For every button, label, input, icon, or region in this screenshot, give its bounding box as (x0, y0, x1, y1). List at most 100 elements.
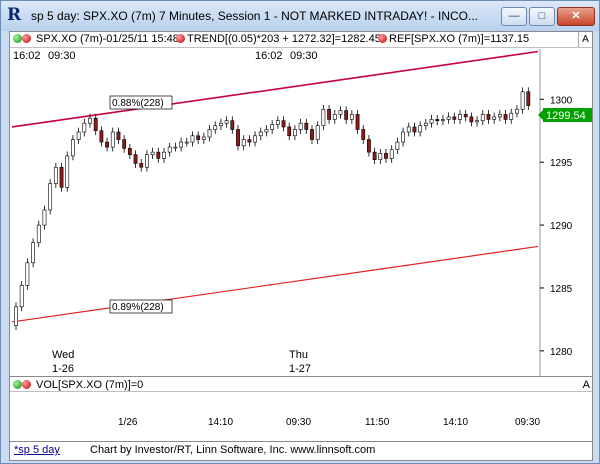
candle-body[interactable] (236, 129, 240, 147)
upper-trend-line[interactable] (11, 50, 539, 128)
candle-body[interactable] (65, 155, 70, 188)
candle-body[interactable] (497, 114, 502, 118)
candle-body[interactable] (526, 91, 531, 106)
candle-body[interactable] (458, 114, 462, 120)
candle-body[interactable] (213, 125, 218, 130)
candle-body[interactable] (361, 129, 366, 140)
title-bar[interactable]: R sp 5 day: SPX.XO (7m) 7 Minutes, Sessi… (1, 1, 599, 31)
candle-body[interactable] (190, 135, 195, 143)
candle-body[interactable] (406, 126, 411, 133)
candle-body[interactable] (42, 209, 47, 226)
candle-body[interactable] (219, 122, 223, 127)
candle-body[interactable] (82, 122, 87, 133)
candle-body[interactable] (156, 151, 161, 159)
candle-body[interactable] (241, 139, 246, 147)
candle-body[interactable] (31, 242, 35, 264)
candle-body[interactable] (395, 141, 400, 150)
trend-legend-label[interactable]: TREND[(0.05)*203 + 1272.32]=1282.45 (187, 33, 381, 45)
candle-body[interactable] (224, 120, 229, 124)
maximize-button[interactable]: □ (529, 7, 555, 26)
candle-body[interactable] (452, 116, 457, 120)
candle-body[interactable] (127, 148, 132, 155)
close-button[interactable]: ✕ (557, 7, 595, 26)
candle-body[interactable] (14, 306, 18, 326)
candle-body[interactable] (247, 139, 252, 143)
candle-body[interactable] (298, 122, 303, 130)
candle-body[interactable] (520, 91, 525, 110)
candle-body[interactable] (184, 141, 189, 144)
candle-body[interactable] (53, 166, 58, 184)
price-chart-svg[interactable]: 1280 1285 1290 1295 1300 0.88%(228) 0.89%(22… (10, 32, 592, 452)
chart-area[interactable]: SPX.XO (7m)-01/25/11 15:48 TREND[(0.05)*… (9, 31, 593, 453)
candle-body[interactable] (25, 262, 30, 286)
series-status-dots[interactable] (13, 32, 31, 47)
candle-body[interactable] (59, 166, 64, 188)
candle-body[interactable] (207, 129, 212, 138)
candle-body[interactable] (418, 125, 423, 133)
candle-body[interactable] (133, 154, 138, 164)
series-legend-label[interactable]: SPX.XO (7m)-01/25/11 15:48 (36, 33, 179, 45)
candle-body[interactable] (423, 122, 428, 127)
candle-body[interactable] (19, 285, 24, 308)
candle-body[interactable] (515, 109, 519, 114)
candle-body[interactable] (76, 131, 81, 140)
candle-body[interactable] (275, 120, 280, 125)
candle-body[interactable] (338, 110, 343, 115)
candle-body[interactable] (355, 114, 360, 130)
candle-body[interactable] (196, 135, 201, 140)
chart-tab[interactable]: *sp 5 day (14, 444, 60, 456)
candle-body[interactable] (293, 129, 297, 137)
candle-body[interactable] (173, 146, 178, 149)
candle-body[interactable] (230, 120, 235, 130)
candle-body[interactable] (321, 109, 326, 127)
candle-body[interactable] (492, 116, 497, 120)
candle-body[interactable] (503, 114, 508, 120)
candle-body[interactable] (486, 114, 491, 120)
candle-body[interactable] (36, 224, 41, 243)
candle-body[interactable] (162, 151, 166, 159)
lower-trend-line[interactable] (11, 245, 539, 323)
candle-body[interactable] (281, 120, 286, 128)
candle-body[interactable] (469, 116, 474, 123)
candle-body[interactable] (446, 116, 451, 120)
candle-body[interactable] (367, 139, 371, 153)
candle-body[interactable] (116, 131, 121, 140)
candle-body[interactable] (412, 126, 417, 133)
volume-legend-label[interactable]: VOL[SPX.XO (7m)]=0 (36, 379, 144, 391)
candle-body[interactable] (122, 139, 127, 149)
candle-body[interactable] (441, 119, 445, 121)
candle-body[interactable] (253, 135, 257, 143)
candle-body[interactable] (201, 136, 206, 140)
trend-dot-icon[interactable] (176, 32, 185, 47)
candle-body[interactable] (150, 151, 155, 155)
candle-body[interactable] (179, 141, 183, 148)
candle-body[interactable] (378, 153, 383, 160)
candle-body[interactable] (463, 114, 468, 118)
candle-body[interactable] (258, 131, 263, 137)
candle-body[interactable] (270, 124, 275, 130)
ref-legend-label[interactable]: REF[SPX.XO (7m)]=1137.15 (389, 33, 530, 45)
candle-body[interactable] (349, 114, 354, 120)
candle-body[interactable] (401, 131, 405, 143)
candle-body[interactable] (475, 120, 479, 123)
candle-body[interactable] (110, 131, 115, 148)
candle-body[interactable] (93, 117, 98, 132)
candle-body[interactable] (327, 109, 331, 120)
candle-body[interactable] (264, 129, 269, 133)
candle-body[interactable] (372, 151, 377, 160)
candle-body[interactable] (435, 119, 440, 121)
candle-body[interactable] (48, 183, 53, 211)
candle-body[interactable] (287, 126, 292, 137)
candle-body[interactable] (304, 122, 309, 130)
candle-series[interactable] (14, 87, 531, 331)
candle-body[interactable] (145, 154, 149, 168)
candle-body[interactable] (344, 110, 349, 120)
candle-body[interactable] (509, 112, 514, 120)
candle-body[interactable] (99, 130, 104, 143)
candle-body[interactable] (389, 149, 394, 159)
candle-body[interactable] (480, 114, 485, 121)
candle-body[interactable] (310, 129, 314, 140)
minimize-button[interactable]: — (501, 7, 527, 26)
candle-body[interactable] (88, 117, 92, 124)
candle-body[interactable] (71, 139, 75, 157)
